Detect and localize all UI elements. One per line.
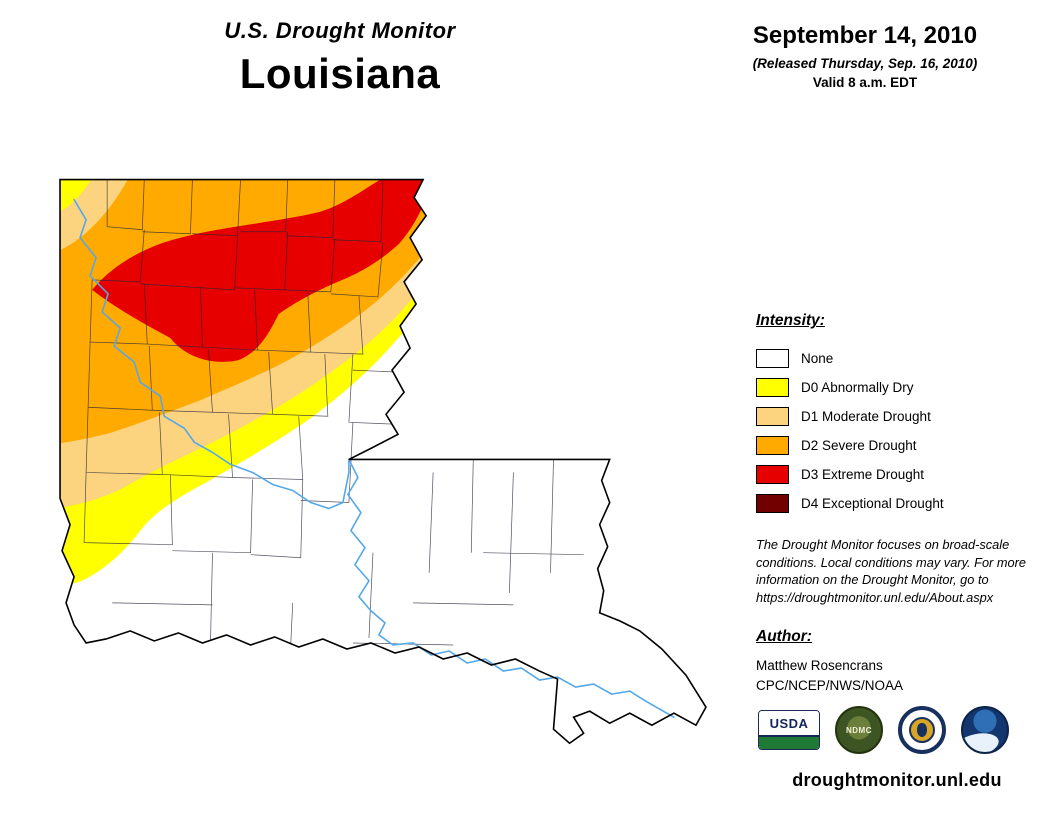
ndmc-logo-text: NDMC — [846, 725, 872, 735]
release-date: (Released Thursday, Sep. 16, 2010) — [752, 56, 978, 71]
noaa-logo — [961, 706, 1009, 754]
region-title: Louisiana — [239, 50, 441, 97]
usda-logo: USDA — [758, 710, 820, 750]
legend-item-none: None — [756, 344, 1036, 373]
d3-region — [92, 179, 434, 362]
swatch-d0 — [756, 378, 789, 397]
author-section: Author: Matthew Rosencrans CPC/NCEP/NWS/… — [756, 628, 1036, 693]
louisiana-drought-map — [52, 170, 714, 810]
legend-label: D1 Moderate Drought — [801, 409, 931, 424]
author-heading: Author: — [756, 628, 812, 645]
ndmc-logo: NDMC — [835, 706, 883, 754]
footer-url: droughtmonitor.unl.edu — [792, 770, 1002, 790]
drought-regions — [60, 179, 439, 591]
parish-boundaries — [83, 179, 584, 646]
rivers — [73, 198, 675, 718]
usda-logo-text: USDA — [759, 711, 819, 735]
legend-label: D0 Abnormally Dry — [801, 380, 914, 395]
disclaimer-text: The Drought Monitor focuses on broad-sca… — [756, 537, 1027, 605]
swatch-d2 — [756, 436, 789, 455]
swatch-d3 — [756, 465, 789, 484]
legend-item-d0: D0 Abnormally Dry — [756, 373, 1036, 402]
legend-label: D4 Exceptional Drought — [801, 496, 944, 511]
legend-label: D3 Extreme Drought — [801, 467, 925, 482]
legend-label: None — [801, 351, 834, 366]
swatch-d4 — [756, 494, 789, 513]
legend-item-d3: D3 Extreme Drought — [756, 460, 1036, 489]
legend-item-d2: D2 Severe Drought — [756, 431, 1036, 460]
legend: Intensity: None D0 Abnormally Dry D1 Mod… — [756, 312, 1036, 518]
agency-logos: USDA NDMC — [758, 706, 1038, 754]
commerce-eagle-icon — [917, 723, 927, 737]
noaa-gull-icon — [963, 729, 1001, 752]
legend-item-d4: D4 Exceptional Drought — [756, 489, 1036, 518]
swatch-d1 — [756, 407, 789, 426]
page-title: U.S. Drought Monitor — [224, 18, 456, 43]
state-outline — [59, 178, 707, 745]
commerce-seal-inner — [909, 717, 935, 743]
map-date: September 14, 2010 — [752, 22, 978, 49]
red-river — [73, 198, 350, 510]
legend-rows: None D0 Abnormally Dry D1 Moderate Droug… — [756, 344, 1036, 518]
author-name: Matthew Rosencrans — [756, 658, 883, 673]
commerce-seal-logo — [898, 706, 946, 754]
swatch-none — [756, 349, 789, 368]
legend-label: D2 Severe Drought — [801, 438, 917, 453]
author-org: CPC/NCEP/NWS/NOAA — [756, 678, 904, 693]
header-left: U.S. Drought Monitor Louisiana — [150, 18, 530, 98]
header-right: September 14, 2010 (Released Thursday, S… — [700, 22, 1030, 90]
usda-logo-field — [759, 735, 819, 749]
valid-time: Valid 8 a.m. EDT — [812, 75, 918, 90]
nw-d0-wedge — [60, 179, 97, 216]
mississippi-river — [347, 458, 675, 718]
legend-item-d1: D1 Moderate Drought — [756, 402, 1036, 431]
map-svg — [59, 178, 707, 745]
legend-heading: Intensity: — [756, 312, 825, 329]
